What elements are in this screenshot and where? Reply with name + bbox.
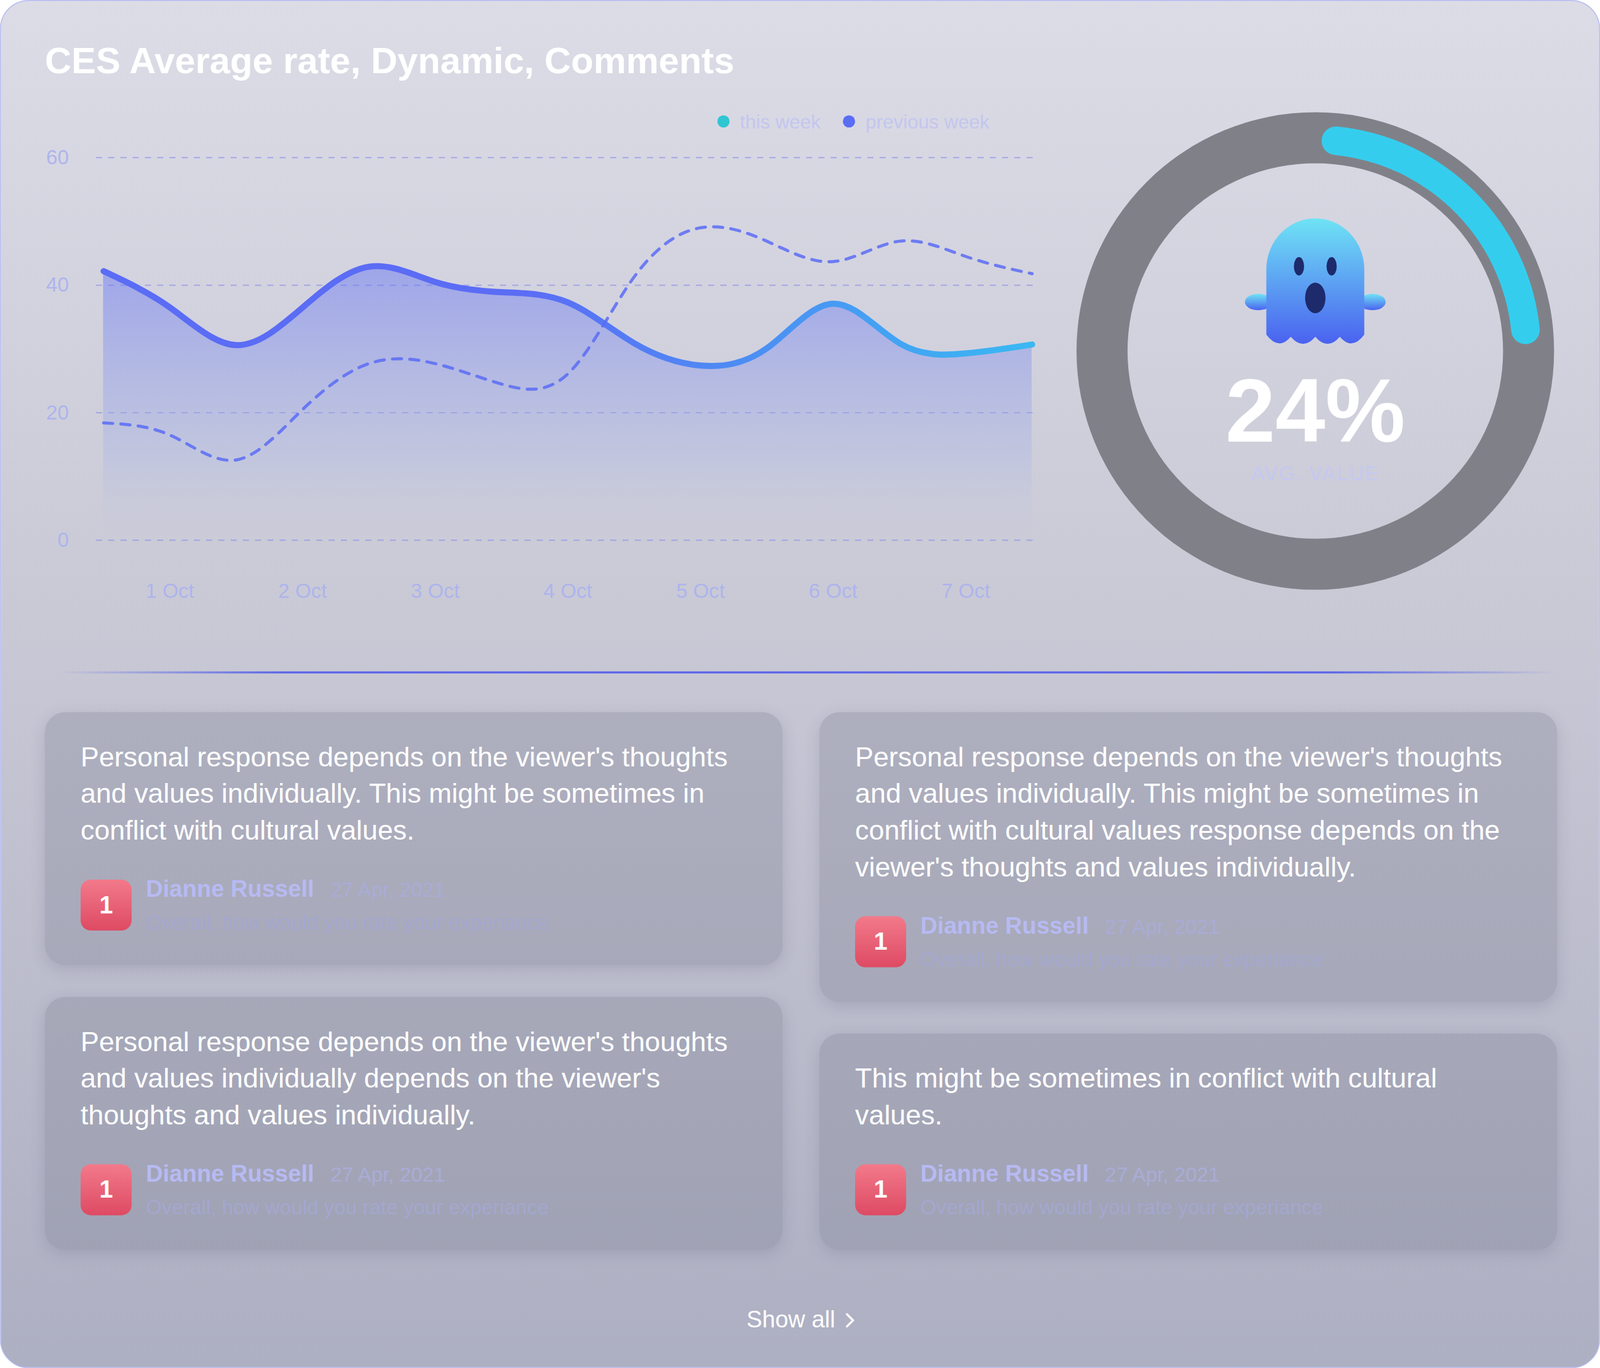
svg-text:5 Oct: 5 Oct <box>676 579 725 603</box>
html-text:1: 1 <box>873 1175 888 1204</box>
svg-text:24%: 24% <box>1225 360 1405 461</box>
html-text:1: 1 <box>99 890 113 919</box>
html-text:27 Apr, 2021: 27 Apr, 2021 <box>1104 915 1220 938</box>
html-text:27 Apr, 2021: 27 Apr, 2021 <box>330 878 446 902</box>
html-text:Personal response depends on t: Personal response depends on the viewer'… <box>855 741 1503 883</box>
html-text:Overall, how would you rate yo: Overall, how would you rate your experia… <box>145 1195 549 1219</box>
svg-text:2 Oct: 2 Oct <box>278 579 327 603</box>
html-text:Dianne Russell: Dianne Russell <box>145 1160 315 1187</box>
svg-text:60: 60 <box>46 145 69 169</box>
html-text:This might be sometimes in con: This might be sometimes in conflict with… <box>855 1063 1437 1131</box>
html-text:Dianne Russell: Dianne Russell <box>145 875 315 903</box>
svg-text:6 Oct: 6 Oct <box>808 579 858 603</box>
svg-text:40: 40 <box>46 273 69 296</box>
html-text:Show all: Show all <box>746 1306 836 1333</box>
html-text:Overall, how would you rate yo: Overall, how would you rate your experia… <box>920 947 1324 971</box>
html-text:27 Apr, 2021: 27 Apr, 2021 <box>330 1163 446 1186</box>
html-text:CES Average rate, Dynamic, Com: CES Average rate, Dynamic, Comments <box>44 39 735 82</box>
html-text:Personal response depends on t: Personal response depends on the viewer'… <box>80 741 728 846</box>
svg-text:3 Oct: 3 Oct <box>410 579 460 603</box>
html-text:27 Apr, 2021: 27 Apr, 2021 <box>1104 1163 1220 1186</box>
html-text:Dianne Russell: Dianne Russell <box>920 912 1089 939</box>
html-text:Overall, how would you rate yo: Overall, how would you rate your experia… <box>145 911 549 934</box>
html-text:Personal response depends on t: Personal response depends on the viewer'… <box>80 1026 728 1131</box>
html-text:this week: this week <box>739 111 821 133</box>
html-text:Overall, how would you rate yo: Overall, how would you rate your experia… <box>920 1195 1324 1219</box>
html-text:1: 1 <box>99 1175 113 1204</box>
html-text:Dianne Russell: Dianne Russell <box>920 1160 1089 1187</box>
svg-text:AVG. VALUE: AVG. VALUE <box>1251 461 1380 485</box>
svg-text:1 Oct: 1 Oct <box>145 579 195 603</box>
svg-text:20: 20 <box>46 401 69 424</box>
html-text:1: 1 <box>873 927 888 956</box>
svg-text:0: 0 <box>57 528 69 552</box>
svg-text:4 Oct: 4 Oct <box>543 579 593 603</box>
svg-text:7 Oct: 7 Oct <box>941 579 990 603</box>
html-text:previous week: previous week <box>865 111 990 133</box>
